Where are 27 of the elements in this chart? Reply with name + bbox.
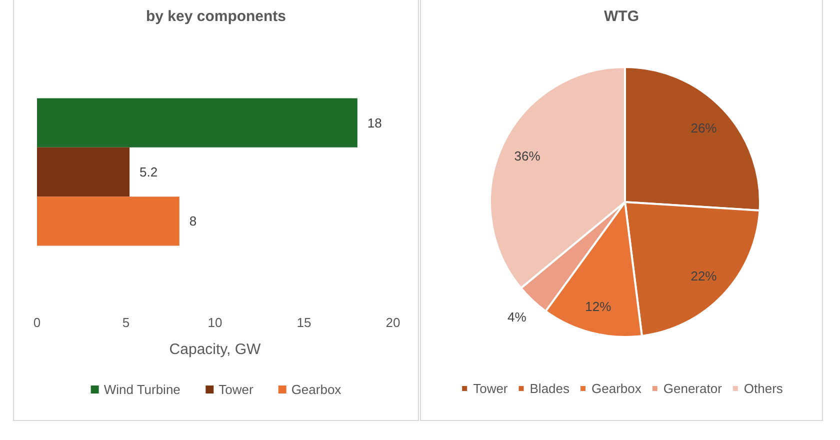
- data-label: 12%: [585, 299, 612, 314]
- legend-label: Tower: [473, 381, 508, 396]
- bar: [37, 98, 358, 148]
- legend-label: Gearbox: [592, 381, 642, 396]
- data-label: 36%: [514, 148, 541, 164]
- bar: [37, 196, 180, 246]
- legend-label: Blades: [530, 381, 570, 396]
- legend-label: Gearbox: [291, 382, 342, 397]
- data-label: 5.2: [140, 164, 158, 180]
- data-label: 22%: [690, 268, 718, 284]
- data-label: 26%: [690, 120, 718, 136]
- x-tick-label: 15: [296, 315, 312, 330]
- x-tick-label: 20: [386, 315, 400, 330]
- data-label: 8: [189, 214, 197, 229]
- x-tick-label: 0: [33, 315, 41, 330]
- chart-title: by key components: [146, 8, 286, 25]
- chart-title: WTG: [604, 8, 639, 25]
- x-tick-label: 10: [208, 315, 222, 330]
- legend-label: Others: [744, 381, 784, 396]
- legend-label: Wind Turbine: [104, 382, 180, 397]
- legend-label: Tower: [218, 382, 254, 397]
- data-label: 18: [367, 115, 382, 130]
- x-tick-label: 5: [122, 315, 130, 330]
- bar: [37, 147, 130, 197]
- data-label: 4%: [507, 310, 527, 325]
- legend-label: Generator: [663, 381, 723, 396]
- x-axis-title: Capacity, GW: [169, 341, 262, 358]
